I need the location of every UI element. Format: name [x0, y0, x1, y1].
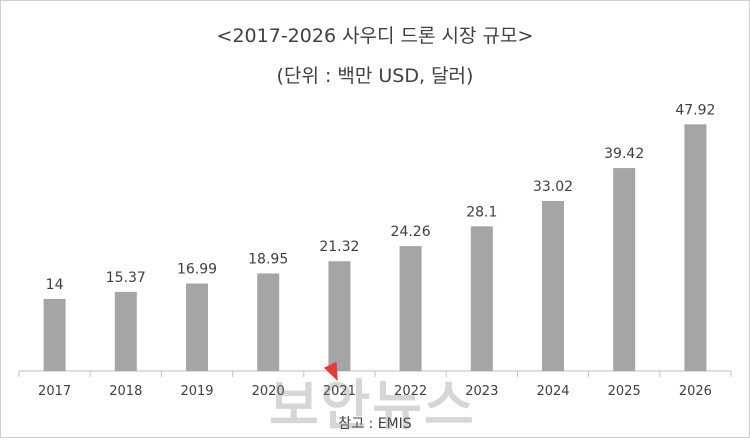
bar-2023	[470, 226, 493, 371]
data-label-2023: 28.1	[466, 204, 497, 220]
x-tick-label-2023: 2023	[465, 384, 498, 399]
data-label-2022: 24.26	[391, 224, 431, 240]
chart-subtitle: (단위 : 백만 USD, 달러)	[276, 65, 474, 87]
data-label-2018: 15.37	[106, 270, 146, 286]
bar-2025	[613, 168, 636, 371]
bar-2018	[114, 291, 137, 371]
bar-2019	[186, 283, 208, 371]
x-tick-label-2021: 2021	[323, 384, 356, 399]
x-tick-label-2019: 2019	[180, 384, 213, 399]
data-label-2026: 47.92	[675, 102, 715, 118]
x-tick-label-2018: 2018	[109, 384, 142, 399]
x-tick-label-2017: 2017	[38, 384, 71, 399]
x-tick-label-2022: 2022	[394, 384, 427, 399]
bar-2024	[542, 201, 564, 371]
x-tick-label-2026: 2026	[679, 384, 712, 399]
bar-2021	[328, 261, 351, 371]
chart-title: <2017-2026 사우디 드론 시장 규모>	[216, 25, 534, 47]
bar-2017	[43, 298, 66, 371]
data-label-2017: 14	[46, 277, 64, 293]
source-note: 참고 : EMIS	[338, 416, 412, 432]
x-tick-label-2020: 2020	[252, 384, 285, 399]
bar-2026	[684, 124, 707, 371]
data-label-2020: 18.95	[248, 251, 288, 267]
data-label-2021: 21.32	[319, 239, 359, 255]
data-label-2024: 33.02	[533, 179, 573, 195]
x-tick-label-2024: 2024	[536, 384, 569, 399]
bar-2022	[399, 246, 422, 371]
x-tick-label-2025: 2025	[608, 384, 641, 399]
data-label-2025: 39.42	[604, 146, 644, 162]
data-label-2019: 16.99	[177, 262, 217, 278]
bar-2020	[257, 273, 280, 371]
